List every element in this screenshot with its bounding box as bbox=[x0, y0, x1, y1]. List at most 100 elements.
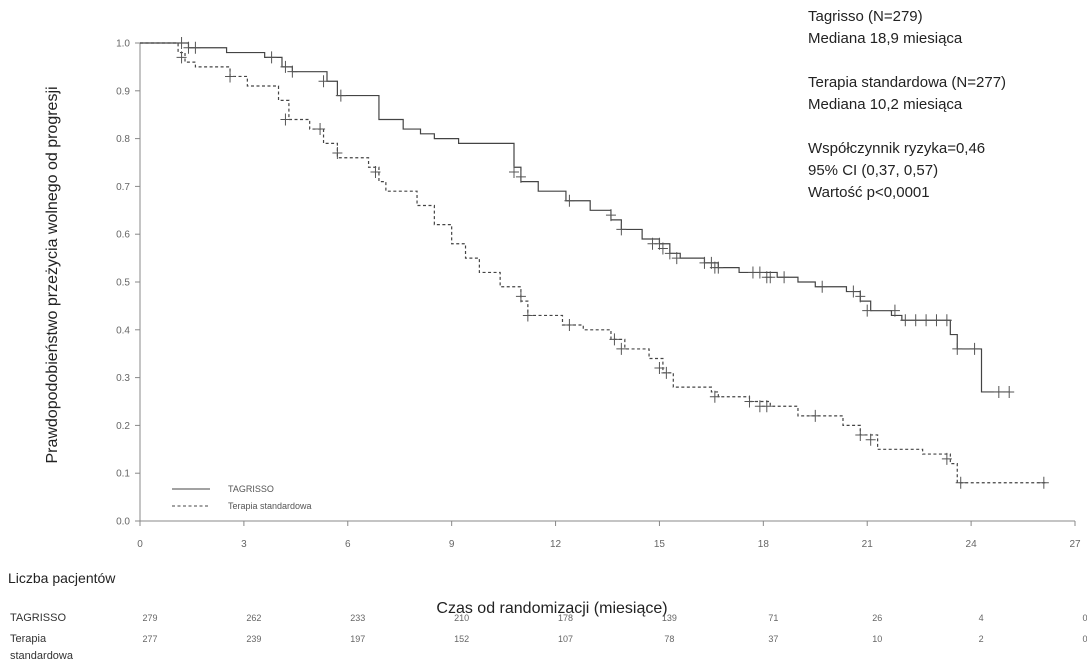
series-group bbox=[140, 37, 1049, 489]
risk-value: 279 bbox=[142, 613, 157, 623]
censor-mark bbox=[910, 314, 921, 327]
censor-mark bbox=[855, 290, 866, 303]
censor-mark bbox=[661, 366, 672, 379]
annotation-line: Wartość p<0,0001 bbox=[808, 184, 930, 201]
risk-row-label: Terapia bbox=[10, 633, 47, 645]
censor-mark bbox=[761, 400, 772, 413]
censor-mark bbox=[862, 304, 873, 317]
annotation-line: Mediana 18,9 miesiąca bbox=[808, 30, 963, 47]
annotation-line: Współczynnik ryzyka=0,46 bbox=[808, 140, 986, 157]
y-tick-label: 0.8 bbox=[116, 134, 130, 145]
risk-value: 178 bbox=[558, 613, 573, 623]
series-line-1 bbox=[140, 42, 1048, 484]
x-tick-label: 27 bbox=[1069, 539, 1081, 550]
censor-mark bbox=[1004, 385, 1015, 398]
x-tick-label: 24 bbox=[966, 539, 978, 550]
annotation-line bbox=[808, 50, 1006, 72]
censor-mark bbox=[865, 433, 876, 446]
risk-value: 78 bbox=[664, 634, 674, 644]
risk-row-label: TAGRISSO bbox=[10, 612, 66, 624]
annotation-line: Terapia standardowa (N=277) bbox=[808, 74, 1007, 91]
censor-mark bbox=[955, 476, 966, 489]
y-tick-label: 0.9 bbox=[116, 86, 130, 97]
censor-mark bbox=[564, 319, 575, 332]
x-tick-label: 18 bbox=[758, 539, 770, 550]
censor-mark bbox=[370, 166, 381, 179]
risk-value: 4 bbox=[979, 613, 984, 623]
censor-mark bbox=[176, 51, 187, 64]
censor-mark bbox=[515, 170, 526, 183]
censor-mark bbox=[616, 223, 627, 236]
y-tick-label: 0.7 bbox=[116, 182, 130, 193]
risk-value: 71 bbox=[768, 613, 778, 623]
censor-mark bbox=[318, 75, 329, 88]
annotation-line: Tagrisso (N=279) bbox=[808, 8, 923, 25]
risk-value: 107 bbox=[558, 634, 573, 644]
censor-mark bbox=[280, 60, 291, 73]
axes bbox=[135, 42, 1076, 526]
censor-mark bbox=[765, 271, 776, 284]
risk-value: 262 bbox=[246, 613, 261, 623]
x-tick-label: 21 bbox=[862, 539, 874, 550]
censor-mark bbox=[190, 41, 201, 54]
censor-mark bbox=[709, 390, 720, 403]
censor-mark bbox=[848, 285, 859, 298]
risk-value: 277 bbox=[142, 634, 157, 644]
censor-mark bbox=[657, 242, 668, 255]
x-tick-label: 12 bbox=[550, 539, 562, 550]
legend: TAGRISSO Terapia standardowa bbox=[172, 484, 312, 511]
censor-mark bbox=[664, 247, 675, 260]
censor-mark bbox=[287, 65, 298, 78]
censor-mark bbox=[671, 252, 682, 265]
y-tick-label: 0.0 bbox=[116, 517, 130, 528]
censor-mark bbox=[889, 304, 900, 317]
censor-mark bbox=[921, 314, 932, 327]
censor-mark bbox=[713, 261, 724, 274]
legend-label-standard: Terapia standardowa bbox=[228, 501, 312, 511]
censor-mark bbox=[817, 280, 828, 293]
censor-mark bbox=[332, 146, 343, 159]
y-tick-label: 1.0 bbox=[116, 39, 130, 50]
y-tick-label: 0.3 bbox=[116, 373, 130, 384]
y-tick-label: 0.1 bbox=[116, 469, 130, 480]
censor-mark bbox=[931, 314, 942, 327]
censor-mark bbox=[564, 194, 575, 207]
censor-mark bbox=[509, 166, 519, 179]
censor-mark bbox=[993, 385, 1004, 398]
censor-mark bbox=[515, 290, 526, 303]
risk-table-title: Liczba pacjentów bbox=[8, 570, 116, 586]
censor-mark bbox=[810, 409, 821, 422]
annotation-line: 95% CI (0,37, 0,57) bbox=[808, 162, 939, 179]
censor-mark bbox=[779, 271, 790, 284]
censor-mark bbox=[941, 314, 952, 327]
censor-mark bbox=[225, 70, 236, 83]
censor-mark bbox=[855, 428, 866, 441]
x-tick-label: 0 bbox=[137, 539, 143, 550]
censor-mark bbox=[654, 362, 665, 375]
censor-mark bbox=[754, 266, 765, 279]
censor-mark bbox=[266, 51, 277, 64]
censor-mark bbox=[522, 309, 533, 322]
risk-row-label: standardowa bbox=[10, 650, 74, 662]
risk-value: 139 bbox=[662, 613, 677, 623]
risk-value: 0 bbox=[1082, 613, 1087, 623]
y-tick-label: 0.2 bbox=[116, 421, 130, 432]
censor-mark bbox=[280, 113, 291, 126]
stats-annotation: Tagrisso (N=279) Mediana 18,9 miesiąca Te… bbox=[808, 6, 1006, 204]
annotation-line bbox=[808, 116, 1006, 138]
risk-value: 37 bbox=[768, 634, 778, 644]
censor-mark bbox=[1038, 476, 1049, 489]
censor-mark bbox=[744, 395, 755, 408]
risk-value: 152 bbox=[454, 634, 469, 644]
risk-value: 10 bbox=[872, 634, 882, 644]
x-tick-label: 3 bbox=[241, 539, 247, 550]
risk-value: 26 bbox=[872, 613, 882, 623]
risk-value: 239 bbox=[246, 634, 261, 644]
annotation-line: Mediana 10,2 miesiąca bbox=[808, 96, 963, 113]
x-axis-label: Czas od randomizacji (miesiące) bbox=[436, 600, 667, 617]
y-tick-label: 0.6 bbox=[116, 230, 130, 241]
y-tick-label: 0.4 bbox=[116, 325, 130, 336]
tick-labels: 0.0 0.1 0.2 0.3 0.4 0.5 0.6 0.7 0.8 0.9 1.0 0 3 6 9 12 1… bbox=[116, 39, 1081, 551]
